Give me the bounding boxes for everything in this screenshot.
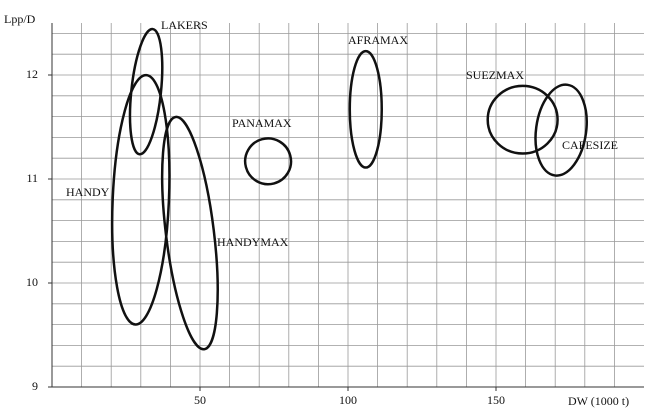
- region-ellipse: [110, 73, 171, 326]
- region-label: AFRAMAX: [348, 33, 408, 47]
- region-ellipse: [486, 84, 559, 155]
- x-tick-label: 100: [339, 393, 357, 407]
- region-label: SUEZMAX: [466, 68, 524, 82]
- x-tick-label: 150: [487, 393, 505, 407]
- y-tick-label: 12: [26, 67, 38, 81]
- region-ellipse: [160, 115, 219, 351]
- region-ellipse: [348, 49, 383, 169]
- region-label: HANDYMAX: [217, 235, 289, 249]
- region-ellipse: [534, 83, 588, 177]
- region-label: LAKERS: [161, 18, 208, 32]
- x-axis-label: DW (1000 t): [568, 394, 629, 408]
- region-ellipse: [243, 137, 293, 186]
- y-axis-label: Lpp/D: [4, 12, 36, 26]
- region-label: PANAMAX: [232, 116, 292, 130]
- region-label: CAPESIZE: [562, 138, 618, 152]
- x-tick-label: 50: [194, 393, 206, 407]
- y-tick-label: 11: [26, 171, 38, 185]
- region-label: HANDY: [66, 185, 110, 199]
- y-tick-label: 9: [32, 379, 38, 393]
- y-tick-label: 10: [26, 275, 38, 289]
